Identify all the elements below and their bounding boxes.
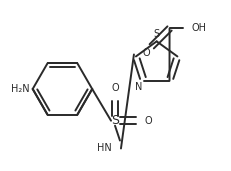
Text: HN: HN [97,143,112,154]
Text: H₂N: H₂N [11,84,30,94]
Text: O: O [141,48,149,58]
Text: O: O [144,116,152,126]
Text: O: O [111,83,118,93]
Text: S: S [153,29,159,39]
Text: N: N [135,82,142,92]
Text: OH: OH [191,23,206,34]
Text: S: S [110,114,119,127]
